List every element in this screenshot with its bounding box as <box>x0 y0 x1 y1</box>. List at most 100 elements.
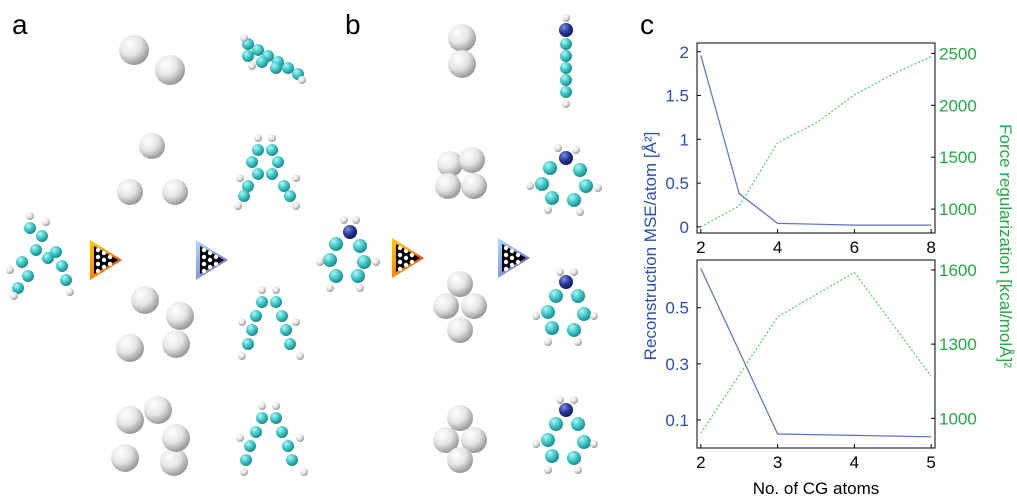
carbon-atom <box>545 191 559 205</box>
cg-bead <box>461 427 487 453</box>
hydrogen-atom <box>554 144 562 152</box>
hydrogen-atom <box>292 202 300 210</box>
carbon-atom <box>353 239 367 253</box>
cg-bead <box>111 444 139 472</box>
hydrogen-atom <box>594 184 602 192</box>
hydrogen-atom <box>590 440 598 448</box>
cg-bead <box>144 396 172 424</box>
y-right-tick-label: 1600 <box>939 261 977 280</box>
hydrogen-atom <box>574 466 582 474</box>
y-left-tick-label: 1.5 <box>665 87 689 106</box>
carbon-atom <box>543 161 557 175</box>
hydrogen-atom <box>326 284 334 292</box>
carbon-atom <box>549 417 563 431</box>
carbon-atom <box>240 454 252 466</box>
plot-frame <box>696 42 936 234</box>
carbon-atom <box>567 323 581 337</box>
cg-bead <box>447 405 473 431</box>
carbon-atom <box>560 50 572 62</box>
x-tick-label: 8 <box>926 238 935 257</box>
hydrogen-atom <box>544 466 552 474</box>
cg-bead <box>448 24 476 52</box>
force-regularization-line <box>700 55 932 228</box>
carbon-atom <box>252 168 264 180</box>
carbon-atom <box>242 50 254 62</box>
carbon-atom <box>329 237 343 251</box>
carbon-atom <box>545 321 559 335</box>
reconstruction-mse-line <box>700 268 932 438</box>
cg-bead <box>448 50 476 78</box>
hydrogen-atom <box>532 312 540 320</box>
hydrogen-atom <box>240 34 248 42</box>
cg-bead <box>131 286 159 314</box>
hydrogen-atom <box>272 286 280 294</box>
y-right-axis-title: Force regularization [kcal/molÅ]² <box>996 124 1015 368</box>
cg-bead <box>447 271 473 297</box>
nitrogen-atom <box>559 23 573 37</box>
carbon-atom <box>250 310 262 322</box>
cg-bead <box>435 173 461 199</box>
nitrogen-atom <box>559 151 573 165</box>
hydrogen-atom <box>236 434 244 442</box>
hydrogen-atom <box>6 266 14 274</box>
cg-bead <box>437 151 463 177</box>
network-decoder-icon <box>498 238 530 278</box>
hydrogen-atom <box>236 174 244 182</box>
hydrogen-atom <box>352 216 360 224</box>
hydrogen-atom <box>526 182 534 190</box>
y-right-tick-label: 2000 <box>939 96 977 115</box>
hydrogen-atom <box>356 284 364 292</box>
carbon-atom <box>252 44 264 56</box>
hydrogen-atom <box>254 134 262 142</box>
carbon-atom <box>244 440 256 452</box>
carbon-atom <box>246 324 258 336</box>
carbon-atom <box>16 256 28 268</box>
carbon-atom <box>270 412 282 424</box>
hydrogen-atom <box>296 352 304 360</box>
hydrogen-atom <box>234 202 242 210</box>
carbon-atom <box>571 289 585 303</box>
hydrogen-atom <box>296 434 304 442</box>
x-tick-label: 6 <box>850 238 859 257</box>
carbon-atom <box>242 338 254 350</box>
hydrogen-atom <box>238 318 246 326</box>
hydrogen-atom <box>562 14 570 22</box>
y-right-tick-label: 1300 <box>939 335 977 354</box>
x-tick-label: 4 <box>773 238 782 257</box>
hydrogen-atom <box>556 396 564 404</box>
y-left-tick-label: 0.1 <box>665 411 689 430</box>
cg-bead <box>433 293 459 319</box>
hydrogen-atom <box>240 468 248 476</box>
x-tick-label: 5 <box>926 453 935 472</box>
hydrogen-atom <box>372 258 380 266</box>
x-axis-title: No. of CG atoms <box>753 479 880 498</box>
carbon-atom <box>577 435 591 449</box>
carbon-atom <box>545 449 559 463</box>
hydrogen-atom <box>532 440 540 448</box>
cg-bead <box>447 447 473 473</box>
carbon-atom <box>256 56 268 68</box>
cg-bead <box>461 293 487 319</box>
hydrogen-atom <box>248 62 256 70</box>
carbon-atom <box>282 62 294 74</box>
carbon-atom <box>549 289 563 303</box>
carbon-atom <box>238 190 250 202</box>
hydrogen-atom <box>572 146 580 154</box>
carbon-atom <box>535 177 549 191</box>
force-regularization-line <box>700 271 932 434</box>
carbon-atom <box>357 255 371 269</box>
carbon-atom <box>573 163 587 177</box>
hydrogen-atom <box>570 396 578 404</box>
hydrogen-atom <box>576 208 584 216</box>
carbon-atom <box>329 269 343 283</box>
charts: 2 4 6 8 0 0.5 1 1.5 2 1000 1500 2000 2500 2 3 4 5 0.1 0.3 0… <box>641 42 1015 498</box>
y-left-tick-label: 0.5 <box>665 174 689 193</box>
nitrogen-atom <box>343 225 357 239</box>
hydrogen-atom <box>300 468 308 476</box>
hydrogen-atom <box>272 402 280 410</box>
cg-bead <box>162 424 190 452</box>
cg-bead <box>166 302 194 330</box>
carbon-atom <box>541 433 555 447</box>
y-left-tick-label: 2 <box>680 43 689 62</box>
